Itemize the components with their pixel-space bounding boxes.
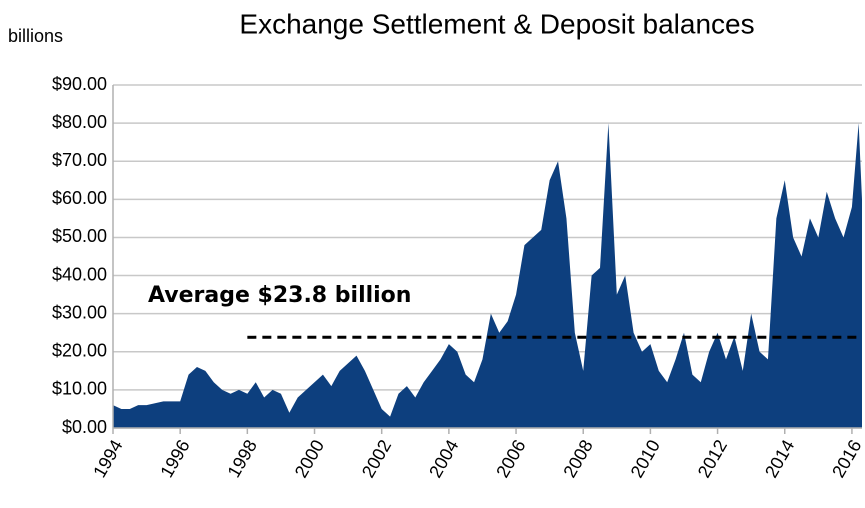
- y-tick-label: $40.00: [52, 264, 107, 284]
- area: [113, 123, 862, 428]
- y-tick-label: $30.00: [52, 302, 107, 322]
- x-tick-label: 1998: [224, 436, 261, 481]
- x-tick-label: 2016: [828, 436, 865, 481]
- x-tick-label: 2014: [761, 436, 798, 481]
- x-tick-label: 2012: [694, 436, 731, 481]
- x-tick-label: 2008: [559, 436, 596, 481]
- y-tick-label: $90.00: [52, 74, 107, 94]
- y-tick-label: $80.00: [52, 112, 107, 132]
- annotation: Average $23.8 billion: [148, 283, 411, 308]
- y-axis-label: billions: [8, 26, 63, 46]
- x-tick-label: 2010: [627, 436, 664, 481]
- x-tick-label: 2006: [492, 436, 529, 481]
- x-tick-label: 2000: [291, 436, 328, 481]
- y-tick-label: $10.00: [52, 379, 107, 399]
- x-tick-label: 2002: [358, 436, 395, 481]
- y-tick-label: $60.00: [52, 188, 107, 208]
- chart-title: Exchange Settlement & Deposit balances: [239, 8, 754, 39]
- y-tick-label: $70.00: [52, 150, 107, 170]
- y-tick-label: $0.00: [62, 417, 107, 437]
- x-tick-label: 2004: [425, 436, 462, 481]
- y-tick-label: $50.00: [52, 226, 107, 246]
- x-tick-label: 1996: [156, 436, 193, 481]
- x-tick-label: 1994: [89, 436, 126, 481]
- y-tick-label: $20.00: [52, 341, 107, 361]
